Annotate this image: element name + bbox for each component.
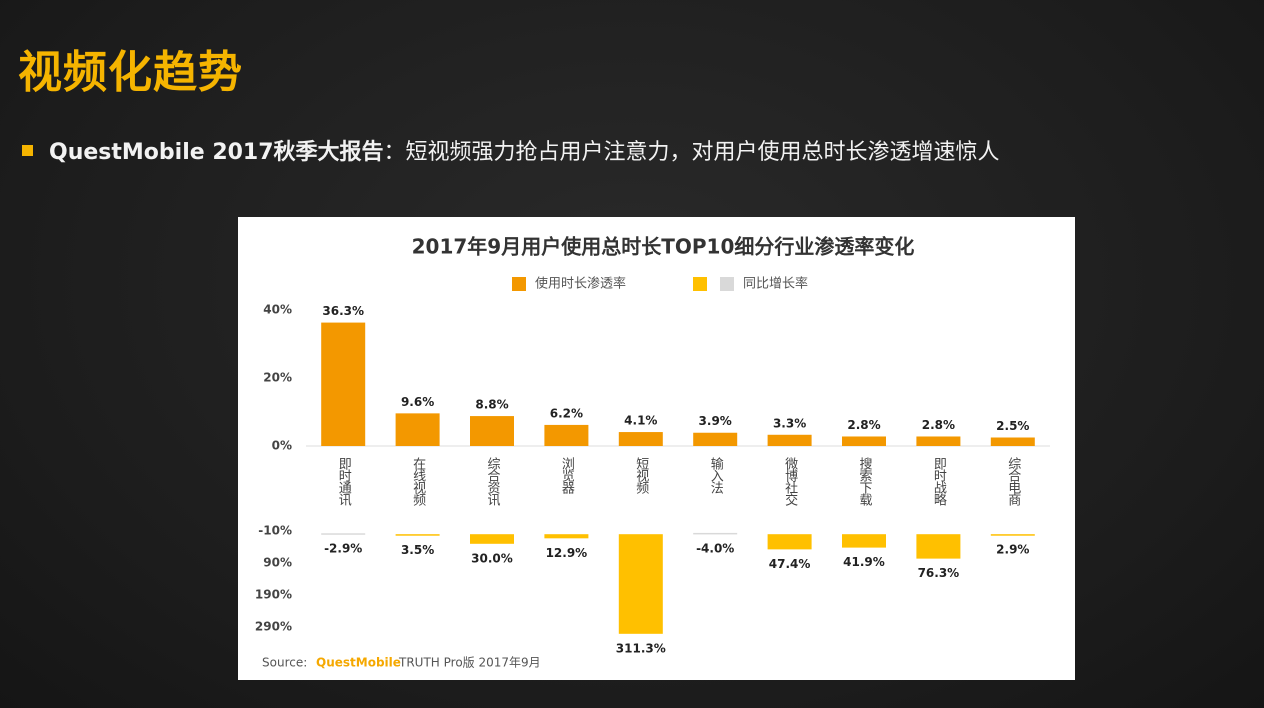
legend-swatch [693,277,707,291]
value-label: 3.9% [699,414,732,428]
y-tick-label: 90% [263,556,292,570]
value-label: -4.0% [696,542,734,556]
bar [767,434,812,446]
value-label: 311.3% [616,641,666,655]
bar [321,322,366,446]
bar [990,437,1035,446]
value-label: 4.1% [624,414,657,428]
legend-label: 同比增长率 [743,276,808,292]
bar [916,436,961,446]
y-tick-label: 290% [255,620,292,634]
bar [544,424,589,446]
x-tick-label: 综合电商 [1005,457,1021,506]
bar [470,416,514,446]
bar [395,413,440,446]
y-tick-label: 40% [263,303,292,317]
x-tick-label: 综合资讯 [485,457,501,507]
bar [321,533,366,535]
y-tick-label: 20% [263,371,292,385]
value-label: 9.6% [401,395,434,409]
value-label: 76.3% [918,566,960,580]
source-text: TRUTH Pro版 2017年9月 [398,656,541,670]
value-label: 2.8% [922,418,955,432]
legend-swatch [720,277,734,291]
value-label: 2.9% [996,543,1029,557]
value-label: 6.2% [550,406,583,420]
x-tick-label: 输入法 [708,456,724,494]
bar [618,432,663,446]
bar [916,534,961,559]
bullet-lead: QuestMobile 2017秋季大报告 [49,140,384,165]
value-label: 2.8% [847,418,880,432]
bar [842,436,886,446]
bullet-text: ：短视频强力抢占用户注意力，对用户使用总时长渗透增速惊人 [383,140,1000,165]
bar [767,534,812,550]
value-label: 12.9% [546,546,588,560]
source-prefix: Source: [262,656,307,670]
slide-title: 视频化趋势 [18,47,243,98]
bar [618,534,663,634]
x-tick-label: 微博社交 [782,457,798,506]
source-brand: QuestMobile [316,656,401,670]
x-tick-label: 即时通讯 [336,457,352,507]
value-label: 3.5% [401,543,434,557]
bar [693,432,738,446]
value-label: 47.4% [769,557,811,571]
bar [842,534,886,548]
x-tick-label: 浏览器 [559,456,575,495]
y-tick-label: 0% [272,439,292,453]
value-label: 36.3% [322,304,364,318]
value-label: 41.9% [843,555,885,569]
legend-swatch [512,277,526,291]
bar [990,534,1035,536]
x-tick-label: 搜索下载 [857,457,873,507]
bar [544,534,589,539]
chart-title: 2017年9月用户使用总时长TOP10细分行业渗透率变化 [412,235,915,259]
chart: 2017年9月用户使用总时长TOP10细分行业渗透率变化 Source: Que… [238,217,1075,680]
value-label: 3.3% [773,416,806,430]
value-label: -2.9% [324,542,362,556]
bar [395,534,440,536]
bar [693,532,738,535]
legend-label: 使用时长渗透率 [535,276,626,292]
x-tick-label: 短视频 [633,457,649,494]
bullet-square [22,145,33,156]
value-label: 8.8% [475,398,508,412]
x-tick-label: 即时战略 [931,457,947,506]
value-label: 2.5% [996,419,1029,433]
y-tick-label: 190% [255,588,292,602]
bar [470,534,514,544]
value-label: 30.0% [471,551,513,565]
x-tick-label: 在线视频 [410,457,426,506]
bullet: QuestMobile 2017秋季大报告：短视频强力抢占用户注意力，对用户使用… [22,134,1000,166]
y-tick-label: -10% [258,524,292,538]
